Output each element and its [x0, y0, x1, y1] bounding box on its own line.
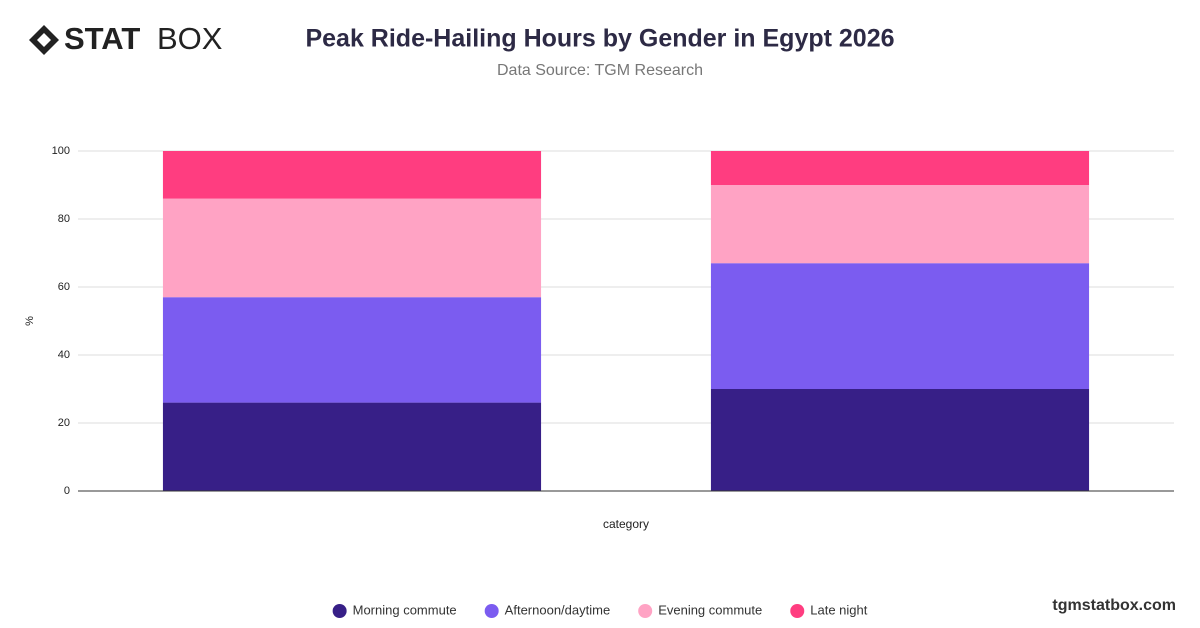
logo-light: BOX: [157, 21, 223, 56]
legend-label: Evening commute: [658, 602, 762, 617]
footer: tgmstatbox.com: [1052, 597, 1176, 614]
y-tick-label: 40: [58, 349, 70, 361]
bar-segment: [710, 263, 1090, 389]
bar-segment: [162, 151, 542, 199]
bar-segment: [710, 185, 1090, 264]
legend-marker: [332, 604, 347, 618]
legend-label: Morning commute: [353, 602, 457, 617]
x-axis-label: category: [603, 517, 649, 531]
chart-title: Peak Ride-Hailing Hours by Gender in Egy…: [305, 25, 894, 53]
bar-segment: [162, 198, 542, 298]
logo-icon: [29, 25, 59, 55]
bar-segment: [162, 297, 542, 403]
legend-label: Afternoon/daytime: [505, 602, 611, 617]
bar-segment: [710, 389, 1090, 491]
legend-label: Late night: [810, 602, 867, 617]
y-axis-label: %: [24, 316, 36, 326]
legend-marker: [638, 604, 653, 618]
chart-subtitle: Data Source: TGM Research: [497, 62, 703, 79]
logo-bold: STAT: [64, 21, 140, 56]
legend-marker: [790, 604, 805, 618]
y-tick-label: 60: [58, 281, 70, 293]
y-tick-label: 0: [64, 485, 70, 497]
bar-segment: [710, 151, 1090, 185]
y-tick-label: 100: [52, 145, 70, 157]
y-tick-label: 20: [58, 417, 70, 429]
legend-marker: [484, 604, 499, 618]
bar-segment: [162, 402, 542, 491]
logo: STAT BOX: [29, 21, 223, 56]
y-tick-label: 80: [58, 213, 70, 225]
